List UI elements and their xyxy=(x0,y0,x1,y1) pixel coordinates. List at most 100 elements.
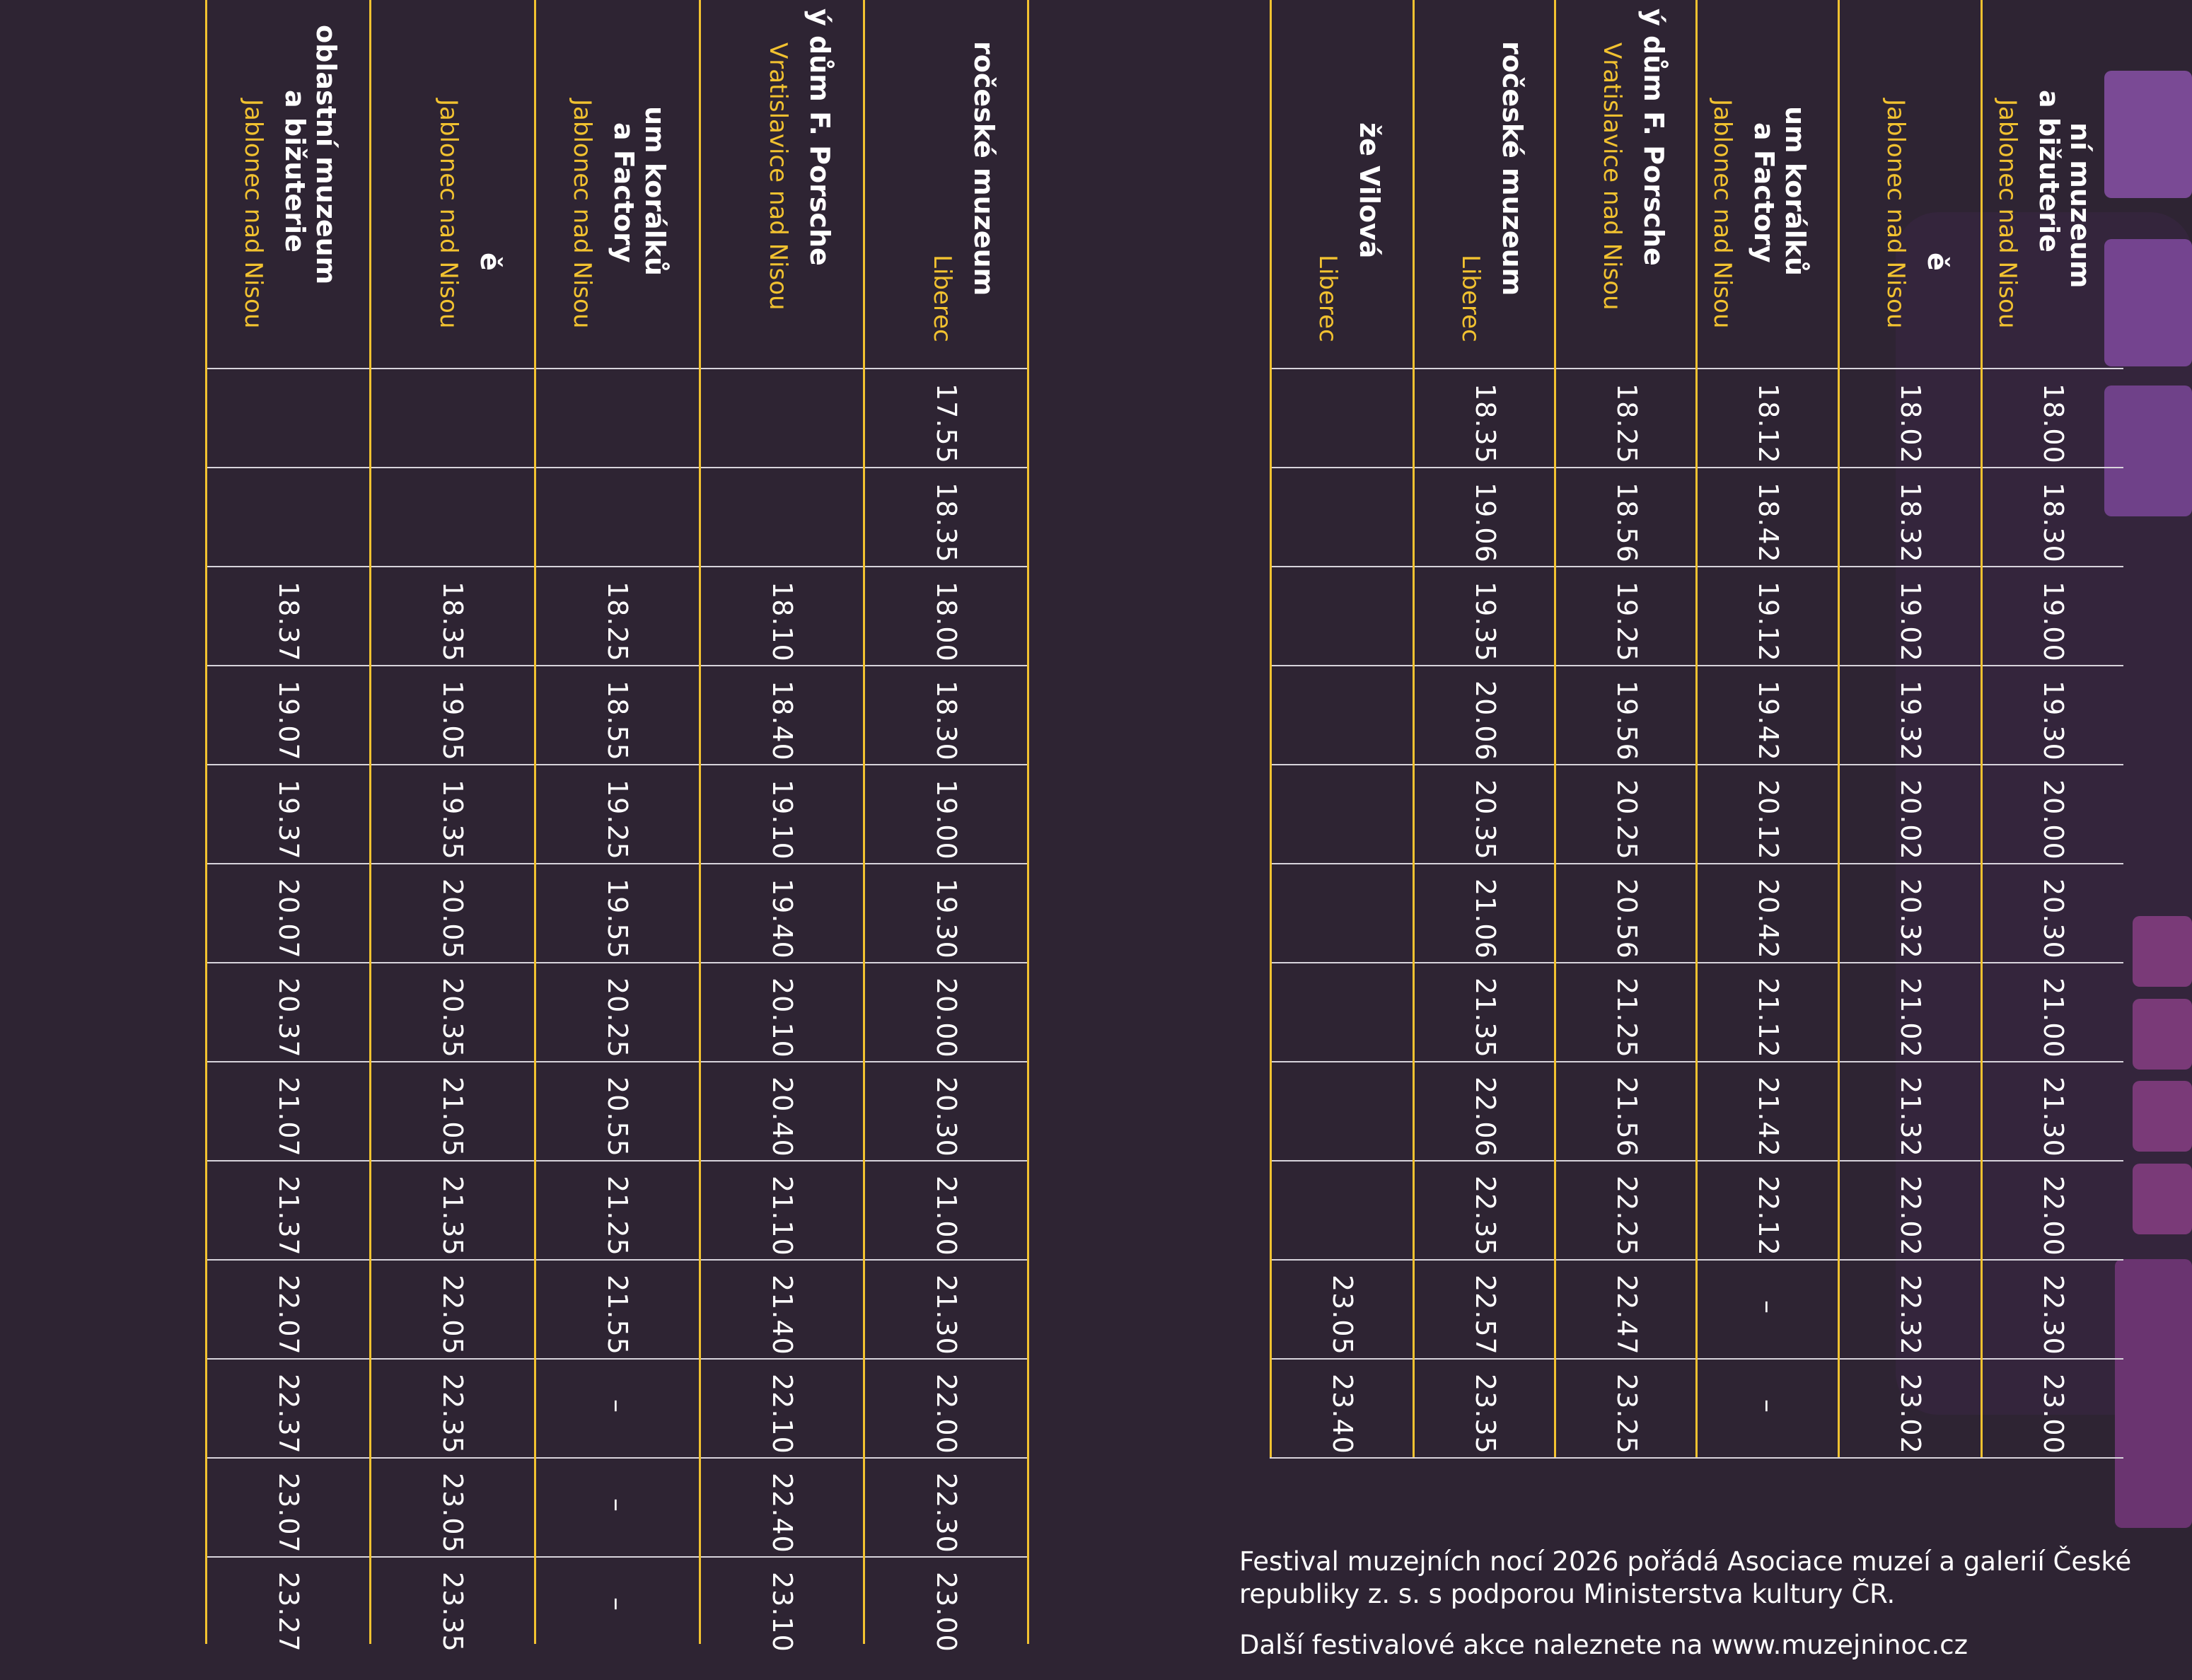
departure-time: 21.25 xyxy=(1611,978,1642,1058)
row-separator xyxy=(205,863,1027,864)
departure-time: 18.42 xyxy=(1753,482,1784,563)
row-separator xyxy=(205,566,1027,567)
departure-time: 18.40 xyxy=(767,680,798,761)
departure-time: 19.00 xyxy=(2038,581,2069,662)
departure-time: 20.10 xyxy=(767,978,798,1058)
departure-time: 22.10 xyxy=(767,1374,798,1454)
station-town: Jablonec nad Nisou xyxy=(239,99,267,329)
decor-block xyxy=(2104,71,2192,198)
departure-time: 21.06 xyxy=(1470,879,1501,959)
station-name: a Factory xyxy=(1749,122,1780,263)
departure-time: 20.02 xyxy=(1895,780,1926,860)
departure-time: 23.00 xyxy=(931,1572,962,1652)
decor-block xyxy=(2115,1259,2192,1528)
departure-time: 21.56 xyxy=(1611,1077,1642,1157)
row-separator xyxy=(205,1358,1027,1360)
station-town: Liberec xyxy=(928,255,956,342)
departure-time: 20.07 xyxy=(273,879,304,959)
row-separator xyxy=(205,1259,1027,1261)
departure-time: 22.30 xyxy=(931,1473,962,1553)
departure-time: 22.30 xyxy=(2038,1275,2069,1355)
station-town: Jablonec nad Nisou xyxy=(1881,99,1910,329)
departure-time: 20.55 xyxy=(602,1077,633,1157)
departure-time: 19.37 xyxy=(273,780,304,860)
row-separator xyxy=(1270,1457,2123,1459)
departure-time: 18.02 xyxy=(1895,383,1926,464)
departure-time: 19.25 xyxy=(1611,581,1642,662)
column-divider xyxy=(1981,0,1983,1457)
decor-block xyxy=(2133,999,2192,1070)
column-divider xyxy=(863,0,865,1644)
departure-time: 18.56 xyxy=(1611,482,1642,563)
row-separator xyxy=(205,665,1027,666)
station-town: Vratislavice nad Nisou xyxy=(1598,42,1626,311)
departure-time: 22.05 xyxy=(437,1275,468,1355)
departure-time: 18.12 xyxy=(1753,383,1784,464)
departure-time: 20.00 xyxy=(931,978,962,1058)
departure-time: 21.32 xyxy=(1895,1077,1926,1157)
station-name: ě xyxy=(1922,253,1953,271)
departure-time: 23.00 xyxy=(2038,1374,2069,1454)
departure-time: 22.25 xyxy=(1611,1176,1642,1256)
departure-time: 19.05 xyxy=(437,680,468,761)
column-divider xyxy=(1027,0,1029,1644)
departure-time: 21.10 xyxy=(767,1176,798,1256)
row-separator xyxy=(205,1457,1027,1459)
departure-time: 20.12 xyxy=(1753,780,1784,860)
departure-time: 18.25 xyxy=(1611,383,1642,464)
decor-block xyxy=(2133,1164,2192,1234)
departure-time: 21.40 xyxy=(767,1275,798,1355)
departure-time: 19.12 xyxy=(1753,581,1784,662)
departure-time: 21.25 xyxy=(602,1176,633,1256)
departure-time: 20.56 xyxy=(1611,879,1642,959)
departure-time: 19.30 xyxy=(2038,680,2069,761)
departure-time: 22.47 xyxy=(1611,1275,1642,1355)
departure-time: – xyxy=(602,1597,633,1611)
departure-time: 22.57 xyxy=(1470,1275,1501,1355)
departure-time: 19.35 xyxy=(437,780,468,860)
column-divider xyxy=(699,0,701,1644)
departure-time: 18.32 xyxy=(1895,482,1926,563)
departure-time: 20.25 xyxy=(1611,780,1642,860)
departure-time: 18.25 xyxy=(602,581,633,662)
departure-time: 19.35 xyxy=(1470,581,1501,662)
departure-time: 20.05 xyxy=(437,879,468,959)
departure-time: 23.25 xyxy=(1611,1374,1642,1454)
departure-time: 18.55 xyxy=(602,680,633,761)
footer-text: Festival muzejních nocí 2026 pořádá Asoc… xyxy=(1239,1546,2180,1680)
station-name: oblastní muzeum xyxy=(311,25,342,285)
departure-time: 18.00 xyxy=(931,581,962,662)
row-separator xyxy=(205,1160,1027,1161)
column-divider xyxy=(1695,0,1698,1457)
departure-time: 19.02 xyxy=(1895,581,1926,662)
departure-time: 20.06 xyxy=(1470,680,1501,761)
departure-time: 18.35 xyxy=(1470,383,1501,464)
departure-time: 21.07 xyxy=(273,1077,304,1157)
departure-time: 21.35 xyxy=(1470,978,1501,1058)
departure-time: 22.37 xyxy=(273,1374,304,1454)
station-name: a bižuterie xyxy=(279,90,311,253)
departure-time: 21.02 xyxy=(1895,978,1926,1058)
departure-time: 22.00 xyxy=(931,1374,962,1454)
station-name: um korálků xyxy=(1780,106,1811,276)
departure-time: 21.30 xyxy=(2038,1077,2069,1157)
decor-block xyxy=(2104,239,2192,366)
footer-website: Další festivalové akce naleznete na www.… xyxy=(1239,1630,1968,1660)
station-town: Vratislavice nad Nisou xyxy=(764,42,792,311)
footer-organizer: Festival muzejních nocí 2026 pořádá Asoc… xyxy=(1239,1546,2132,1609)
departure-time: 23.10 xyxy=(767,1572,798,1652)
station-name: ročeské muzeum xyxy=(1497,41,1528,296)
departure-time: 18.37 xyxy=(273,581,304,662)
departure-time: 20.30 xyxy=(931,1077,962,1157)
departure-time: 22.02 xyxy=(1895,1176,1926,1256)
departure-time: 21.05 xyxy=(437,1077,468,1157)
departure-time: 17.55 xyxy=(931,383,962,464)
departure-time: 22.35 xyxy=(437,1374,468,1454)
departure-time: 21.00 xyxy=(2038,978,2069,1058)
column-divider xyxy=(1838,0,1840,1457)
station-name: a Factory xyxy=(608,122,639,263)
departure-time: 18.30 xyxy=(931,680,962,761)
departure-time: 23.40 xyxy=(1327,1374,1358,1454)
column-divider xyxy=(1554,0,1556,1457)
station-name: ý dům F. Porsche xyxy=(804,8,835,266)
